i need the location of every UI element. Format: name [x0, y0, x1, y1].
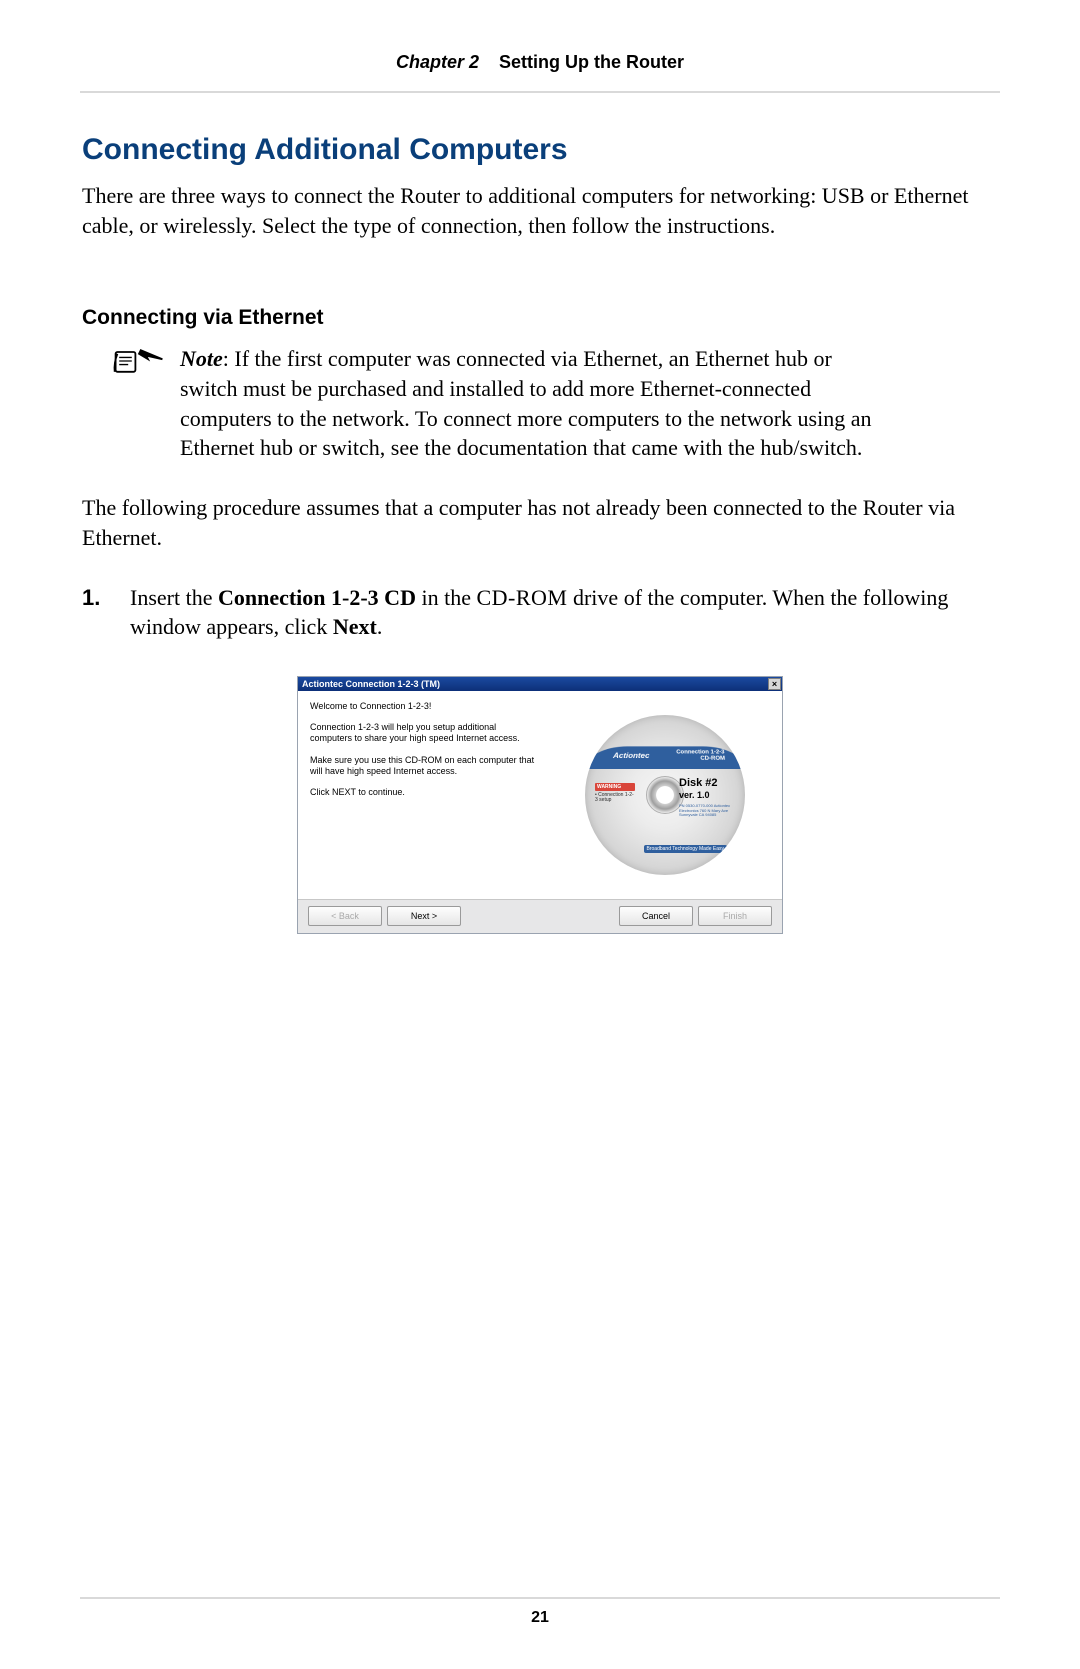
wizard-para-1: Connection 1-2-3 will help you setup add…: [310, 722, 540, 745]
step-number: 1.: [82, 583, 130, 642]
next-button[interactable]: Next >: [387, 906, 461, 926]
steps-list: 1. Insert the Connection 1-2-3 CD in the…: [82, 583, 998, 642]
section-heading: Connecting Additional Computers: [82, 133, 998, 167]
intro-paragraph: There are three ways to connect the Rout…: [82, 181, 998, 240]
wizard-screenshot: Actiontec Connection 1-2-3 (TM) × Welcom…: [297, 676, 783, 934]
wizard-right-panel: Actiontec Connection 1-2-3 CD-ROM WARNIN…: [548, 691, 782, 899]
cd-fine-print: PN 0530-0770-000 Actiontec Electronics 7…: [679, 804, 731, 818]
note-label: Note: [180, 346, 223, 371]
note-body: : If the first computer was connected vi…: [180, 346, 872, 460]
cd-band-line2: CD-ROM: [700, 756, 725, 761]
page-number: 21: [0, 1609, 1080, 1627]
pre-steps-paragraph: The following procedure assumes that a c…: [82, 493, 998, 552]
footer-rule: [80, 1597, 1000, 1599]
wizard-welcome: Welcome to Connection 1-2-3!: [310, 701, 540, 712]
cd-band-line1: Connection 1-2-3: [676, 750, 725, 755]
cd-left-box: WARNING • Connection 1-2-3 setup: [595, 783, 635, 804]
subheading-ethernet: Connecting via Ethernet: [82, 306, 998, 330]
cd-disk-label: Disk #2: [679, 777, 731, 789]
wizard-button-bar: < Back Next > Cancel Finish: [298, 899, 782, 933]
wizard-para-2: Make sure you use this CD-ROM on each co…: [310, 755, 540, 778]
cd-band: Actiontec Connection 1-2-3 CD-ROM: [585, 746, 745, 769]
step-text: Insert the Connection 1-2-3 CD in the CD…: [130, 583, 998, 642]
back-button[interactable]: < Back: [308, 906, 382, 926]
chapter-label: Chapter 2: [396, 52, 479, 72]
cd-warning-bar: WARNING: [595, 783, 635, 791]
cd-right-info: Disk #2 ver. 1.0 PN 0530-0770-000 Action…: [679, 777, 731, 818]
wizard-titlebar: Actiontec Connection 1-2-3 (TM) ×: [298, 677, 782, 691]
chapter-title: Setting Up the Router: [499, 52, 684, 72]
note-text: Note: If the first computer was connecte…: [180, 344, 878, 463]
step-1: 1. Insert the Connection 1-2-3 CD in the…: [82, 583, 998, 642]
wizard-left-panel: Welcome to Connection 1-2-3! Connection …: [298, 691, 548, 899]
cd-left-tiny: • Connection 1-2-3 setup: [595, 793, 635, 804]
cd-graphic: Actiontec Connection 1-2-3 CD-ROM WARNIN…: [585, 715, 745, 875]
wizard-body: Welcome to Connection 1-2-3! Connection …: [298, 691, 782, 899]
cd-brand: Actiontec: [613, 752, 650, 760]
cancel-button[interactable]: Cancel: [619, 906, 693, 926]
cd-pill: Broadband Technology Made Easy: [644, 845, 727, 853]
page-header: Chapter 2 Setting Up the Router: [0, 0, 1080, 73]
page-content: Connecting Additional Computers There ar…: [0, 93, 1080, 934]
cd-version: ver. 1.0: [679, 790, 731, 800]
wizard-window: Actiontec Connection 1-2-3 (TM) × Welcom…: [297, 676, 783, 934]
wizard-title: Actiontec Connection 1-2-3 (TM): [302, 679, 440, 689]
close-icon[interactable]: ×: [768, 678, 781, 690]
wizard-para-3: Click NEXT to continue.: [310, 787, 540, 798]
note-block: Note: If the first computer was connecte…: [82, 344, 998, 463]
finish-button[interactable]: Finish: [698, 906, 772, 926]
note-icon: [112, 344, 166, 463]
